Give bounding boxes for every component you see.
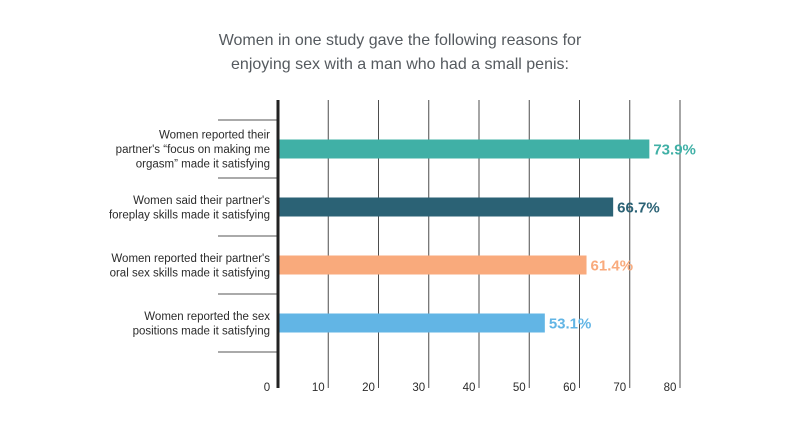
x-tick-label: 80	[664, 382, 677, 394]
x-tick-label: 10	[312, 382, 325, 394]
value-label: 66.7%	[617, 200, 660, 217]
x-tick-label: 60	[563, 382, 576, 394]
category-label-line: positions made it satisfying	[133, 325, 270, 337]
category-label-line: Women reported their partner's	[111, 253, 270, 265]
category-label-line: oral sex skills made it satisfying	[110, 267, 270, 279]
x-tick-label: 20	[362, 382, 375, 394]
chart-title-line: Women in one study gave the following re…	[219, 32, 582, 49]
value-label: 53.1%	[549, 316, 592, 333]
bar	[278, 197, 614, 217]
x-tick-label: 50	[513, 382, 526, 394]
x-tick-label: 70	[613, 382, 626, 394]
x-tick-label: 30	[412, 382, 425, 394]
category-label-line: Women reported the sex	[144, 311, 270, 323]
chart-title: Women in one study gave the following re…	[219, 32, 582, 73]
value-labels: 73.9% 66.7% 61.4% 53.1%	[549, 142, 696, 333]
bar	[278, 255, 587, 275]
value-label: 73.9%	[653, 142, 696, 159]
category-separators	[218, 119, 278, 353]
bars	[278, 139, 650, 333]
category-label-line: Women reported their	[159, 130, 270, 142]
category-labels: Women reported their partner's “focus on …	[109, 130, 270, 338]
category-label-line: orgasm” made it satisfying	[136, 159, 270, 171]
category-label-line: foreplay skills made it satisfying	[109, 209, 270, 221]
chart-title-line: enjoying sex with a man who had a small …	[231, 56, 569, 73]
bar	[278, 313, 545, 333]
value-label: 61.4%	[591, 258, 634, 275]
category-label-line: partner's “focus on making me	[116, 144, 270, 156]
bar	[278, 139, 650, 159]
x-tick-label: 40	[463, 382, 476, 394]
category-label-line: Women said their partner's	[133, 195, 270, 207]
x-axis-ticks: 0 10 20 30 40 50 60 70 80	[264, 382, 677, 394]
x-tick-label: 0	[264, 382, 270, 394]
